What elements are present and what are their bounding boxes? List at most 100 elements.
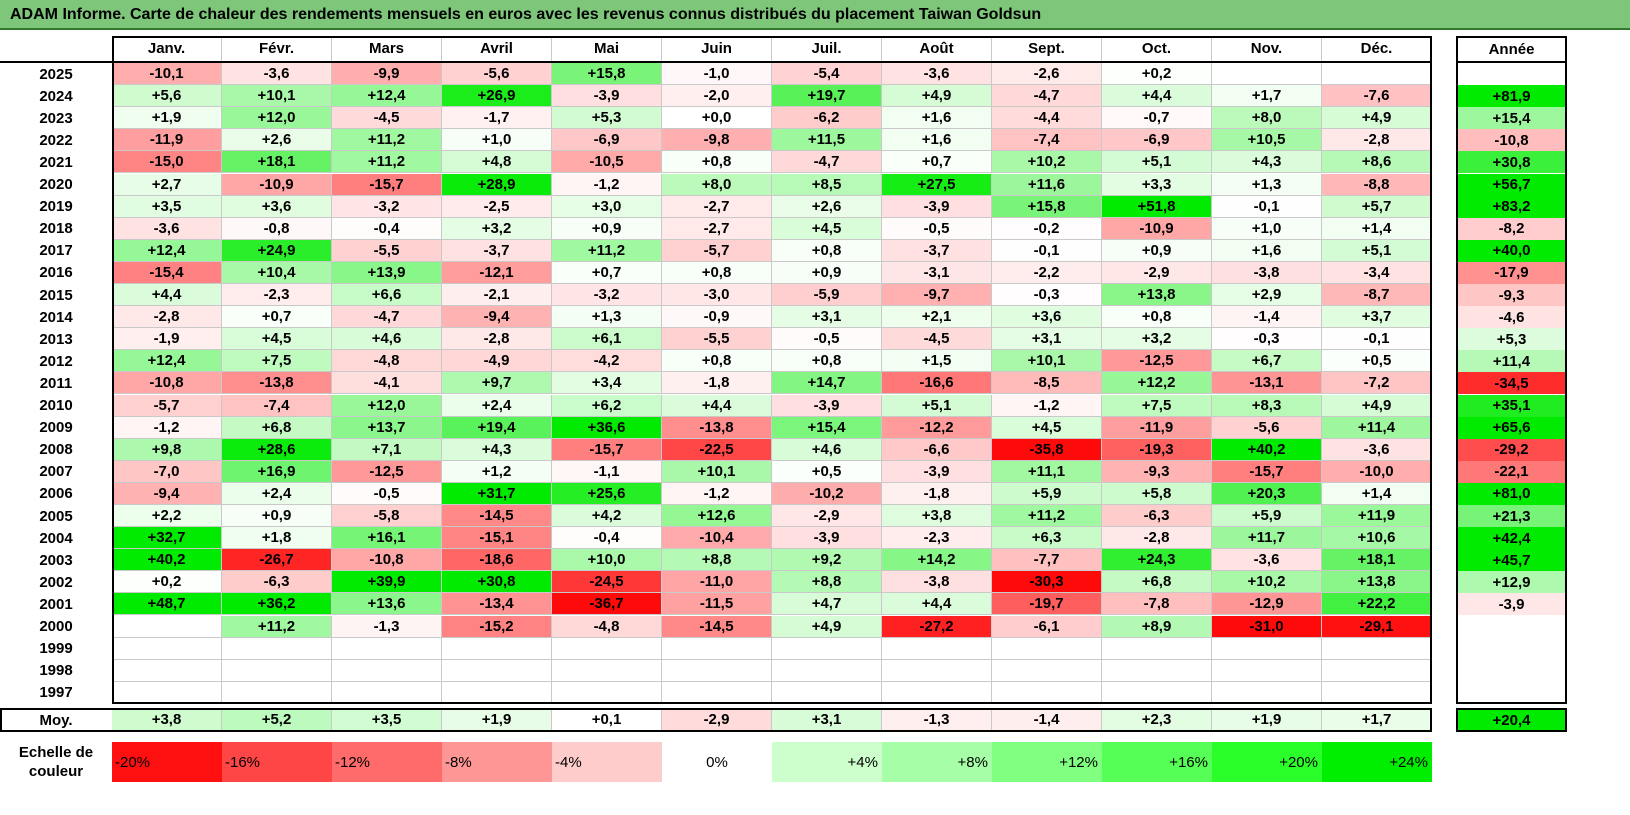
heatmap-cell: +51,8 bbox=[1102, 195, 1212, 218]
heatmap-cell: +4,9 bbox=[1322, 394, 1432, 417]
heatmap-cell: -0,4 bbox=[332, 217, 442, 240]
heatmap-cell: -15,7 bbox=[332, 173, 442, 196]
heatmap-cell: +11,9 bbox=[1322, 505, 1432, 528]
month-header: Oct. bbox=[1102, 36, 1212, 62]
heatmap-cell: +19,4 bbox=[442, 416, 552, 439]
heatmap-cell: +1,0 bbox=[1212, 217, 1322, 240]
heatmap-cell bbox=[112, 637, 222, 660]
heatmap-cell bbox=[662, 659, 772, 682]
heatmap-cell: +4,5 bbox=[222, 328, 332, 351]
heatmap-cell: +15,4 bbox=[772, 416, 882, 439]
heatmap-cell bbox=[772, 681, 882, 704]
heatmap-cell: -15,4 bbox=[112, 261, 222, 284]
heatmap-cell: -9,3 bbox=[1102, 460, 1212, 483]
heatmap-cell: -0,3 bbox=[992, 284, 1102, 307]
year-label: 1999 bbox=[39, 640, 73, 658]
heatmap-cell: +0,8 bbox=[1102, 306, 1212, 329]
heatmap-cell: +12,0 bbox=[222, 107, 332, 130]
heatmap-cell: -12,9 bbox=[1212, 593, 1322, 616]
heatmap-cell: +6,2 bbox=[552, 394, 662, 417]
heatmap-cell: -31,0 bbox=[1212, 615, 1322, 638]
heatmap-cell: +4,6 bbox=[332, 328, 442, 351]
average-cell: +1,7 bbox=[1322, 708, 1432, 732]
heatmap-cell: -7,0 bbox=[112, 460, 222, 483]
heatmap-cell: +2,6 bbox=[222, 129, 332, 152]
heatmap-cell: +3,6 bbox=[992, 306, 1102, 329]
heatmap-cell: +30,8 bbox=[442, 571, 552, 594]
heatmap-cell: -10,0 bbox=[1322, 460, 1432, 483]
heatmap-cell: +8,3 bbox=[1212, 394, 1322, 417]
year-label: 1998 bbox=[39, 662, 73, 680]
color-scale-swatch: +12% bbox=[992, 742, 1102, 782]
heatmap-cell: +11,2 bbox=[222, 615, 332, 638]
heatmap-cell: +2,1 bbox=[882, 306, 992, 329]
heatmap-cell: -0,1 bbox=[992, 239, 1102, 262]
heatmap-cell: +3,0 bbox=[552, 195, 662, 218]
annual-cell: +11,4 bbox=[1456, 350, 1567, 373]
heatmap-cell: +1,8 bbox=[222, 527, 332, 550]
heatmap-cell: +4,4 bbox=[112, 284, 222, 307]
heatmap-cell: +11,7 bbox=[1212, 527, 1322, 550]
year-label: 2005 bbox=[39, 507, 73, 525]
heatmap-cell: -1,0 bbox=[662, 63, 772, 86]
heatmap-cell: +10,4 bbox=[222, 261, 332, 284]
heatmap-cell: -3,9 bbox=[552, 85, 662, 108]
heatmap-cell: +4,3 bbox=[442, 438, 552, 461]
heatmap-cell: +25,6 bbox=[552, 482, 662, 505]
heatmap-cell: +19,7 bbox=[772, 85, 882, 108]
heatmap-cell: -16,6 bbox=[882, 372, 992, 395]
annual-cell: +56,7 bbox=[1456, 173, 1567, 196]
annual-cell: -22,1 bbox=[1456, 460, 1567, 483]
heatmap-cell bbox=[662, 637, 772, 660]
heatmap-cell: +7,5 bbox=[1102, 394, 1212, 417]
heatmap-cell: -3,9 bbox=[882, 195, 992, 218]
average-cell: +0,1 bbox=[552, 708, 662, 732]
heatmap-cell: +0,9 bbox=[772, 261, 882, 284]
year-label: 2006 bbox=[39, 485, 73, 503]
heatmap-cell: -10,1 bbox=[112, 63, 222, 86]
heatmap-cell: +1,3 bbox=[552, 306, 662, 329]
month-header: Sept. bbox=[992, 36, 1102, 62]
heatmap-cell: +7,5 bbox=[222, 350, 332, 373]
heatmap-cell: +24,3 bbox=[1102, 549, 1212, 572]
heatmap-cell: +2,7 bbox=[112, 173, 222, 196]
year-label: 2015 bbox=[39, 286, 73, 304]
heatmap-cell: -7,4 bbox=[992, 129, 1102, 152]
year-label: 2012 bbox=[39, 352, 73, 370]
heatmap-cell: +4,4 bbox=[882, 593, 992, 616]
heatmap-cell: +36,6 bbox=[552, 416, 662, 439]
heatmap-cell: +4,3 bbox=[1212, 151, 1322, 174]
heatmap-cell: -2,8 bbox=[442, 328, 552, 351]
heatmap-cell: -0,5 bbox=[882, 217, 992, 240]
heatmap-cell: +27,5 bbox=[882, 173, 992, 196]
heatmap-cell: -5,5 bbox=[662, 328, 772, 351]
heatmap-cell: +12,2 bbox=[1102, 372, 1212, 395]
heatmap-cell: -10,8 bbox=[112, 372, 222, 395]
heatmap-cell: +36,2 bbox=[222, 593, 332, 616]
heatmap-cell: -7,2 bbox=[1322, 372, 1432, 395]
heatmap-cell: -2,7 bbox=[662, 217, 772, 240]
heatmap-cell bbox=[1212, 659, 1322, 682]
color-scale-swatch: +4% bbox=[772, 742, 882, 782]
heatmap-cell: +0,8 bbox=[662, 261, 772, 284]
heatmap-cell: +8,6 bbox=[1322, 151, 1432, 174]
heatmap-cell: +4,7 bbox=[772, 593, 882, 616]
heatmap-cell: -2,1 bbox=[442, 284, 552, 307]
heatmap-cell: -5,9 bbox=[772, 284, 882, 307]
heatmap-cell: +14,7 bbox=[772, 372, 882, 395]
color-scale-swatch: +24% bbox=[1322, 742, 1432, 782]
heatmap-cell: +8,8 bbox=[772, 571, 882, 594]
heatmap-cell: -12,5 bbox=[1102, 350, 1212, 373]
heatmap-cell bbox=[882, 681, 992, 704]
heatmap-cell: -0,5 bbox=[772, 328, 882, 351]
heatmap-cell: -2,9 bbox=[772, 505, 882, 528]
heatmap-cell: +0,8 bbox=[772, 350, 882, 373]
heatmap-cell: -2,3 bbox=[222, 284, 332, 307]
annual-cell: -29,2 bbox=[1456, 438, 1567, 461]
heatmap-cell bbox=[222, 681, 332, 704]
heatmap-cell: -0,1 bbox=[1322, 328, 1432, 351]
heatmap-cell: -18,6 bbox=[442, 549, 552, 572]
heatmap-cell: +5,6 bbox=[112, 85, 222, 108]
heatmap-cell: -2,8 bbox=[112, 306, 222, 329]
heatmap-cell: -7,8 bbox=[1102, 593, 1212, 616]
